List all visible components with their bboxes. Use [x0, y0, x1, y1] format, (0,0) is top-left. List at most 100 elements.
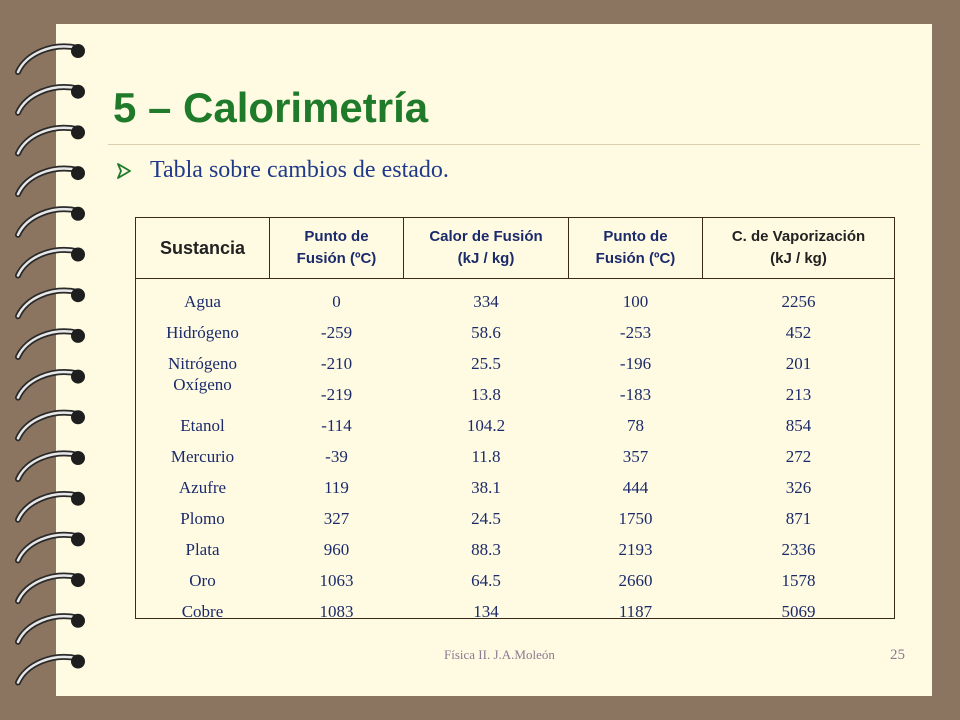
table-cell: 1083 — [319, 602, 354, 621]
table-cell: 78 — [627, 416, 644, 435]
table-cell: 327 — [323, 509, 350, 528]
table-cell: -196 — [619, 354, 652, 373]
binding-ring — [15, 572, 85, 605]
column-calor-vaporizacion: 2256 452 201 213 854 272 326 871 2336 15… — [703, 291, 894, 632]
header-line: (kJ / kg) — [457, 250, 515, 267]
header-divider — [403, 218, 404, 278]
header-punto-fusion: Punto de Fusión (ºC) — [270, 218, 403, 278]
table-cell: -253 — [619, 323, 652, 342]
table-cell: -114 — [321, 416, 352, 435]
header-line: Calor de Fusión — [429, 228, 543, 245]
table-cell: 452 — [785, 323, 812, 342]
table-cell: 871 — [785, 509, 812, 528]
table-cell: 1063 — [319, 571, 354, 590]
binding-ring — [15, 409, 85, 442]
header-sustancia: Sustancia — [136, 218, 269, 278]
table-cell: 2256 — [781, 292, 816, 311]
table-cell: Plomo — [180, 509, 225, 528]
table-cell: 2660 — [618, 571, 653, 590]
table-cell: 134 — [473, 602, 499, 621]
binding-ring — [15, 247, 85, 279]
table-cell: 326 — [785, 478, 812, 497]
header-punto-fusion-2: Punto de Fusión (ºC) — [569, 218, 702, 278]
binding-ring — [15, 654, 85, 686]
table-cell: 25.5 — [471, 354, 501, 373]
header-line: Punto de — [603, 228, 668, 245]
table-cell: 88.3 — [471, 540, 501, 559]
header-calor-fusion: Calor de Fusión (kJ / kg) — [404, 218, 568, 278]
table-cell: 2336 — [781, 540, 816, 559]
binding-ring — [15, 84, 85, 116]
table-cell: Mercurio — [170, 447, 235, 466]
binding-ring — [15, 531, 85, 564]
state-changes-table: Sustancia Punto de Fusión (ºC) Calor de F… — [135, 217, 895, 621]
header-line: C. de Vaporización — [731, 228, 866, 245]
table-cell: 119 — [324, 478, 349, 497]
table-cell: 334 — [473, 292, 499, 311]
table-cell: Plata — [185, 540, 220, 559]
slide-page — [56, 24, 932, 696]
binding-ring — [15, 491, 85, 523]
table-cell: Etanol — [180, 416, 225, 435]
table-cell: 272 — [785, 447, 812, 466]
bullet-text: Tabla sobre cambios de estado. — [150, 157, 449, 183]
binding-ring — [15, 287, 85, 320]
table-cell: Hidrógeno — [166, 323, 239, 342]
slide-title: 5 – Calorimetría — [113, 84, 429, 131]
title-divider — [108, 144, 920, 145]
column-calor-fusion: 334 58.6 25.5 13.8 104.2 11.8 38.1 24.5 … — [404, 291, 568, 632]
table-cell: Azufre — [178, 478, 227, 497]
header-divider — [568, 218, 569, 278]
column-punto-fusion-2: 100 -253 -196 -183 78 357 444 1750 2193 … — [569, 291, 702, 632]
table-cell: 357 — [622, 447, 649, 466]
table-cell: 38.1 — [471, 478, 501, 497]
column-sustancia: Agua Hidrógeno Nitrógeno Oxígeno Etanol … — [136, 291, 269, 632]
table-cell: Oro — [189, 571, 216, 590]
table-cell: 960 — [323, 540, 350, 559]
binding-ring — [15, 206, 85, 238]
table-cell: 24.5 — [471, 509, 501, 528]
column-punto-fusion: 0 -259 -210 -219 -114 -39 119 327 960 10… — [270, 291, 403, 632]
table-cell: -39 — [325, 447, 348, 466]
header-line: (kJ / kg) — [770, 250, 827, 267]
header-divider — [269, 218, 270, 278]
table-cell: 1578 — [781, 571, 816, 590]
table-cell: 0 — [332, 292, 341, 311]
page-number: 25 — [890, 647, 905, 663]
table-cell: 11.8 — [471, 447, 501, 466]
header-sustancia-label: Sustancia — [159, 238, 246, 258]
header-line: Punto de — [304, 228, 369, 245]
table-cell: Oxígeno — [173, 375, 232, 394]
binding-ring — [15, 369, 85, 401]
table-cell: -259 — [320, 323, 353, 342]
header-divider — [702, 218, 703, 278]
table-cell: -219 — [320, 385, 353, 404]
table-cell: 13.8 — [471, 385, 501, 404]
table-cell: 854 — [785, 416, 812, 435]
spiral-binding-icon — [15, 43, 85, 686]
table-cell: 444 — [622, 478, 649, 497]
table-cell: 5069 — [781, 602, 816, 621]
binding-ring — [15, 328, 85, 360]
table-cell: Nitrógeno — [168, 354, 237, 373]
table-cell: 2193 — [618, 540, 653, 559]
table-cell: 58.6 — [471, 323, 501, 342]
footer-text: Física II. J.A.Moleón — [444, 647, 555, 662]
table-header-row: Sustancia Punto de Fusión (ºC) Calor de F… — [136, 218, 894, 279]
header-line: Fusión (ºC) — [595, 250, 676, 267]
header-calor-vaporizacion: C. de Vaporización (kJ / kg) — [703, 218, 894, 278]
table-cell: 1750 — [618, 509, 653, 528]
table-cell: 100 — [622, 292, 649, 311]
binding-ring — [15, 43, 85, 75]
binding-ring — [15, 124, 85, 157]
binding-ring — [15, 165, 85, 198]
table-cell: 64.5 — [471, 571, 501, 590]
table-cell: 104.2 — [466, 416, 506, 435]
table-cell: -183 — [619, 385, 652, 404]
table-cell: -210 — [320, 354, 353, 373]
table-cell: Cobre — [181, 602, 224, 621]
header-line: Fusión (ºC) — [296, 250, 377, 267]
table-cell: Agua — [184, 292, 221, 311]
table-cell: 201 — [785, 354, 812, 373]
binding-ring — [15, 613, 85, 645]
